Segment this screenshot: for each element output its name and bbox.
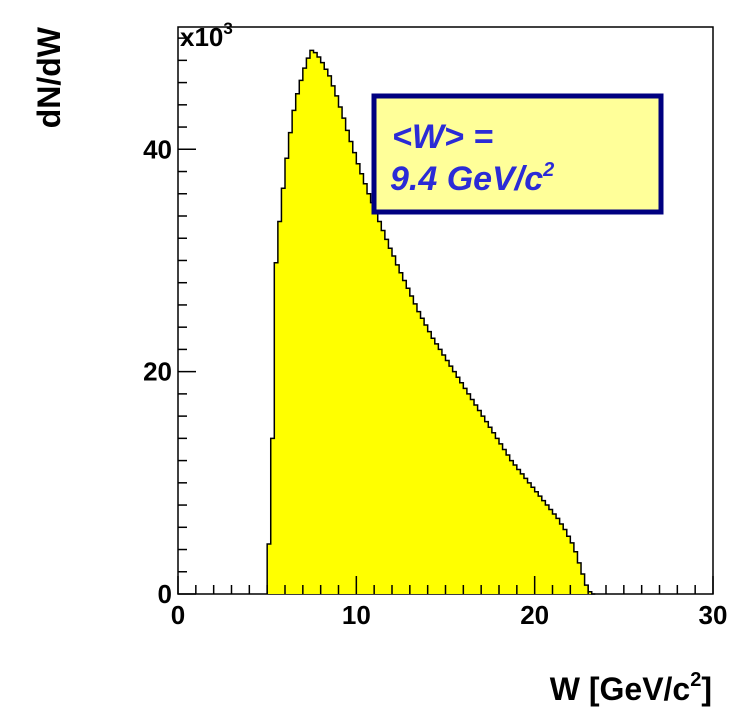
y-tick-label: 20 <box>143 357 172 387</box>
histogram-fill <box>267 50 596 595</box>
x-tick-label: 10 <box>342 600 371 630</box>
x-axis-title: W [GeV/c2] <box>550 669 712 707</box>
x-tick-label: 0 <box>171 600 185 630</box>
y-axis-ticks: 0 20 40 <box>143 37 196 609</box>
y-multiplier-label: x103 <box>180 19 233 52</box>
annotation-line2: 9.4 GeV/c2 <box>390 159 554 198</box>
annotation-line2-sup: 2 <box>542 159 554 181</box>
y-multiplier-exponent: 3 <box>223 19 232 38</box>
x-axis-title-main: W [GeV/c <box>550 671 690 707</box>
x-axis-title-sup: 2 <box>690 669 701 691</box>
annotation-line2-main: 9.4 GeV/c <box>390 160 543 198</box>
annotation-line1: <W> = <box>392 118 493 156</box>
annotation-box <box>371 93 664 215</box>
x-axis-title-close: ] <box>701 671 712 707</box>
y-tick-label: 0 <box>158 579 172 609</box>
x-tick-label: 20 <box>520 600 549 630</box>
y-axis-title: dN/dW <box>31 26 67 128</box>
x-axis-ticks: 0 10 20 30 <box>171 576 728 630</box>
y-multiplier-base: x10 <box>180 22 223 52</box>
mean-annotation: <W> = 9.4 GeV/c2 <box>371 93 664 215</box>
histogram-outline <box>266 49 596 595</box>
x-tick-label: 30 <box>699 600 728 630</box>
y-tick-label: 40 <box>143 134 172 164</box>
